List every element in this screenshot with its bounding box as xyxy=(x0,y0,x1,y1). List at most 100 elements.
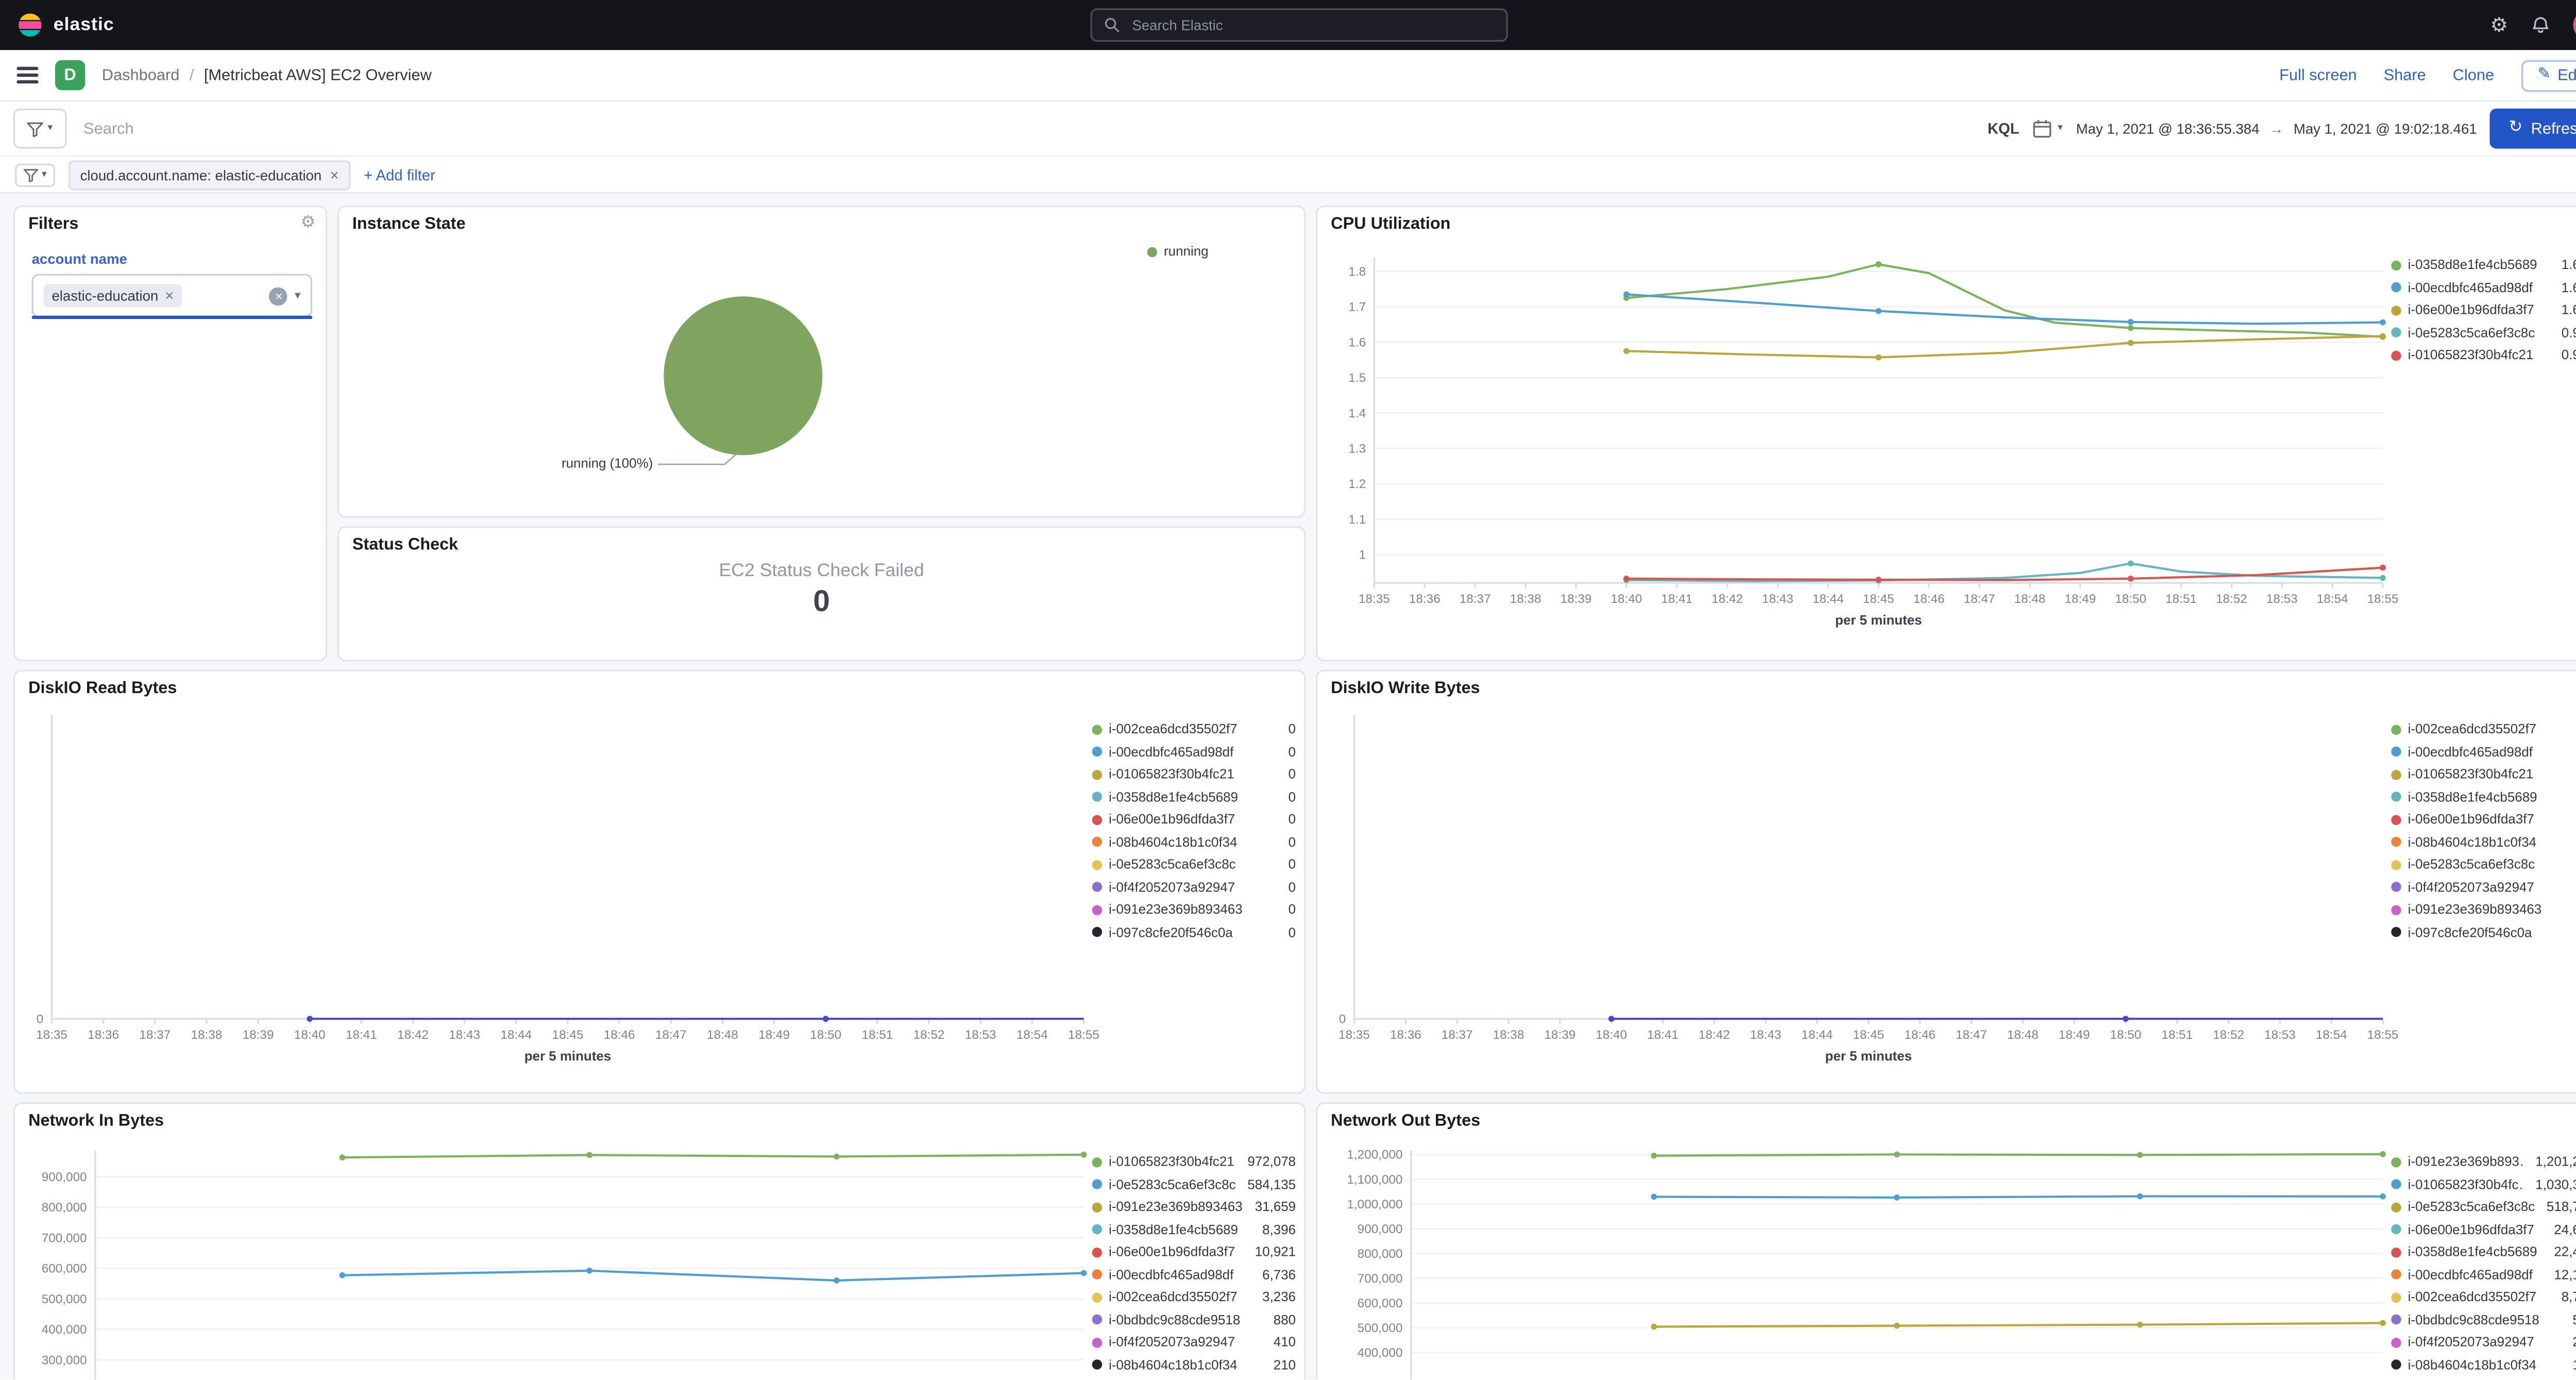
legend-item[interactable]: i-06e00e1b96dfda3f7 10,921 xyxy=(1092,1241,1296,1264)
pie-slice-running[interactable] xyxy=(664,296,823,456)
legend-item[interactable]: running xyxy=(1147,241,1264,263)
refresh-button[interactable]: ↻ Refresh xyxy=(2490,108,2576,149)
legend-item[interactable]: i-0358d8e1fe4cb5689 22,498 xyxy=(2391,1241,2576,1264)
global-search-input[interactable] xyxy=(1128,15,1495,36)
date-quick-select-button[interactable]: ▾ xyxy=(2032,119,2063,139)
legend-item[interactable]: i-0e5283c5ca6ef3c8c 584,135 xyxy=(1092,1173,1296,1196)
legend-item[interactable]: i-0358d8e1fe4cb5689 1.615 xyxy=(2391,254,2576,277)
date-range-start[interactable]: May 1, 2021 @ 18:36:55.384 xyxy=(2076,120,2260,137)
panel-options-icon[interactable]: ⚙ xyxy=(300,213,316,232)
panel-title: Status Check xyxy=(352,536,459,555)
clone-button[interactable]: Clone xyxy=(2452,66,2495,85)
svg-text:18:37: 18:37 xyxy=(139,1028,171,1042)
share-button[interactable]: Share xyxy=(2383,66,2426,85)
panel-network-out-bytes: Network Out Bytes 400,000 500,000 600,000 7… xyxy=(1315,1102,2576,1380)
legend-item[interactable]: i-002cea6dcd35502f7 3,236 xyxy=(1092,1286,1296,1309)
query-language-selector[interactable]: KQL xyxy=(1987,120,2020,137)
clear-selection-icon[interactable]: × xyxy=(269,286,289,305)
svg-text:18:49: 18:49 xyxy=(758,1028,790,1042)
svg-text:18:54: 18:54 xyxy=(1016,1028,1048,1042)
network-out-chart[interactable]: 400,000 500,000 600,000 700,000 800,000 900,0… xyxy=(1317,1104,2576,1380)
legend-item[interactable]: i-08b4604c18b1c0f34 196 xyxy=(2391,1354,2576,1376)
legend-item[interactable]: i-0358d8e1fe4cb5689 8,396 xyxy=(1092,1218,1296,1241)
legend-item[interactable]: i-00ecdbfc465ad98df 1.656 xyxy=(2391,276,2576,299)
space-avatar[interactable]: D xyxy=(55,60,86,91)
legend-label: i-0f4f2052073a92947 xyxy=(2408,1335,2534,1350)
remove-filter-icon[interactable]: × xyxy=(330,166,339,183)
filter-funnel-icon xyxy=(28,121,44,137)
legend-item[interactable]: i-0bdbdc9c88cde9518 588 xyxy=(2391,1308,2576,1331)
diskio-read-chart[interactable]: 0 18:35 18:36 18:37 18:38 18:39 18:40 18:41 18:4… xyxy=(15,671,1304,1092)
user-avatar[interactable]: m xyxy=(2573,10,2576,40)
svg-text:18:51: 18:51 xyxy=(861,1028,893,1042)
breadcrumb-dashboard-link[interactable]: Dashboard xyxy=(101,66,180,85)
network-in-chart[interactable]: 300,000 400,000 500,000 600,000 700,000 800,0… xyxy=(15,1104,1304,1380)
chevron-down-icon[interactable]: ▾ xyxy=(295,290,301,302)
legend-item[interactable]: i-06e00e1b96dfda3f7 1.617 xyxy=(2391,299,2576,322)
diskio-read-legend: i-002cea6dcd35502f7 0 i-00ecdbfc465ad98df 0… xyxy=(1092,718,1296,944)
saved-query-menu-button[interactable]: ▾ xyxy=(13,108,67,149)
instance-state-pie-chart[interactable] xyxy=(339,207,1304,516)
legend-value: 880 xyxy=(1273,1312,1296,1327)
legend-item[interactable]: i-01065823f30b4fc21 972,078 xyxy=(1092,1151,1296,1173)
legend-swatch-icon xyxy=(1092,882,1103,893)
filter-pill-cloud-account-name[interactable]: cloud.account.name: elastic-education × xyxy=(68,159,351,190)
legend-item[interactable]: i-0e5283c5ca6ef3c8c 0.934 xyxy=(2391,322,2576,344)
legend-item[interactable]: i-0f4f2052073a92947 208 xyxy=(2391,1331,2576,1354)
remove-selection-icon[interactable]: × xyxy=(165,287,174,304)
legend-item[interactable]: i-00ecdbfc465ad98df 12,176 xyxy=(2391,1264,2576,1286)
legend-item[interactable]: i-01065823f30b4fc… 1,030,384 xyxy=(2391,1173,2576,1196)
legend-item[interactable]: i-08b4604c18b1c0f34 210 xyxy=(1092,1354,1296,1376)
legend-item[interactable]: i-0f4f2052073a92947 410 xyxy=(1092,1331,1296,1354)
global-search[interactable] xyxy=(1090,8,1508,42)
legend-swatch-icon xyxy=(2391,769,2401,780)
notifications-bell-icon[interactable] xyxy=(2530,14,2551,36)
edit-button[interactable]: ✎ Edit xyxy=(2520,59,2576,91)
add-filter-button[interactable]: + Add filter xyxy=(364,166,435,183)
date-range: May 1, 2021 @ 18:36:55.384 → May 1, 2021… xyxy=(2076,120,2477,137)
legend-item[interactable]: i-091e23e369b893463 31,659 xyxy=(1092,1196,1296,1219)
legend-swatch-icon xyxy=(2391,305,2401,315)
diskio-write-chart[interactable]: 0 18:35 18:36 18:37 18:38 18:39 18:40 18:41 18:4… xyxy=(1317,671,2576,1092)
legend-item[interactable]: i-0bdbdc9c88cde9518 880 xyxy=(1092,1308,1296,1331)
date-range-end[interactable]: May 1, 2021 @ 19:02:18.461 xyxy=(2293,120,2477,137)
breadcrumb: Dashboard / [Metricbeat AWS] EC2 Overvie… xyxy=(102,66,432,85)
cpu-utilization-chart[interactable]: 1 1.1 1.2 1.3 1.4 1.5 1.6 1.7 1.8 18:35 18:36 18:37… xyxy=(1317,207,2576,660)
query-search-input[interactable] xyxy=(80,117,1974,140)
legend-item[interactable]: i-01065823f30b4fc21 0.963 xyxy=(2391,344,2576,367)
legend-item[interactable]: i-091e23e369b893… 1,201,252 xyxy=(2391,1151,2576,1173)
legend-item[interactable]: i-0e5283c5ca6ef3c8c 518,768 xyxy=(2391,1196,2576,1219)
legend-item[interactable]: i-00ecdbfc465ad98df 6,736 xyxy=(1092,1264,1296,1286)
combobox-selection-pill[interactable]: elastic-education × xyxy=(43,283,182,308)
legend-swatch-icon xyxy=(2391,1180,2401,1190)
full-screen-button[interactable]: Full screen xyxy=(2279,66,2357,85)
filter-options-button[interactable]: ▾ xyxy=(15,163,56,187)
legend-item[interactable]: i-06e00e1b96dfda3f7 24,685 xyxy=(2391,1218,2576,1241)
elastic-home-link[interactable]: elastic xyxy=(16,0,114,50)
legend-item[interactable]: i-002cea6dcd35502f7 8,779 xyxy=(2391,1286,2576,1309)
svg-text:18:51: 18:51 xyxy=(2161,1028,2193,1042)
account-name-combobox[interactable]: elastic-education × × ▾ xyxy=(31,274,313,319)
settings-gear-icon[interactable]: ⚙ xyxy=(2490,13,2509,37)
menu-icon[interactable] xyxy=(16,66,39,83)
